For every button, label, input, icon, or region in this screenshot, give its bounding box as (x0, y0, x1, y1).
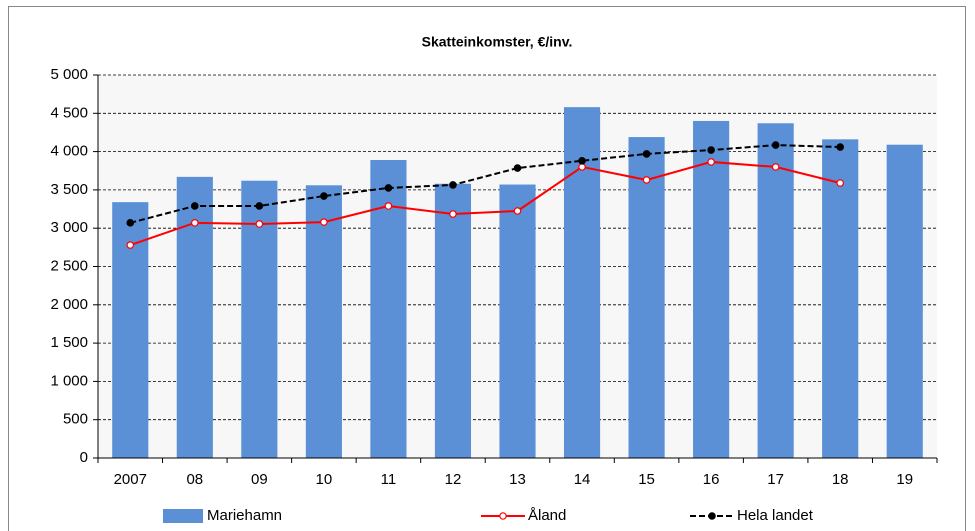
marker (320, 192, 328, 200)
marker (513, 164, 522, 172)
marker (126, 219, 135, 227)
marker (771, 163, 780, 171)
x-tick-label: 11 (381, 471, 397, 488)
y-tick-label: 3 500 (50, 181, 88, 198)
x-tick-label: 19 (896, 471, 913, 488)
marker (449, 181, 457, 189)
legend-label: Hela landet (737, 507, 814, 524)
y-tick-label: 1 000 (50, 372, 88, 389)
x-tick-label: 09 (251, 471, 268, 488)
y-tick-label: 0 (80, 449, 88, 466)
legend-label: Åland (528, 507, 566, 524)
x-tick-label: 16 (703, 471, 720, 488)
marker (642, 150, 651, 158)
marker (449, 210, 457, 218)
marker (320, 218, 328, 226)
y-tick-label: 4 500 (50, 104, 88, 121)
marker (384, 184, 393, 192)
x-tick-label: 10 (316, 471, 333, 488)
y-tick-label: 2 500 (50, 257, 88, 274)
marker (642, 176, 651, 184)
legend-swatch (163, 509, 203, 523)
marker (513, 207, 522, 215)
marker (191, 202, 199, 210)
x-tick-label: 18 (832, 471, 849, 488)
y-tick-label: 1 500 (50, 334, 88, 351)
x-tick-label: 15 (638, 471, 655, 488)
legend-label: Mariehamn (207, 507, 282, 524)
x-tick-label: 17 (767, 471, 784, 488)
marker (836, 179, 844, 187)
marker (836, 143, 844, 151)
marker (578, 156, 586, 165)
marker (771, 141, 780, 149)
y-tick-label: 500 (63, 411, 88, 428)
x-tick-label: 08 (186, 471, 203, 488)
legend-marker (499, 512, 507, 520)
y-tick-label: 4 000 (50, 143, 88, 160)
bar (628, 137, 665, 458)
chart-title: Skatteinkomster, €/inv. (422, 34, 573, 50)
bar (305, 185, 342, 458)
marker (707, 158, 715, 166)
y-tick-label: 2 000 (50, 296, 88, 313)
bar (693, 120, 730, 459)
x-tick-label: 12 (445, 471, 462, 488)
marker (255, 220, 264, 228)
legend-marker (708, 512, 716, 520)
marker (191, 219, 199, 227)
bar (822, 139, 859, 458)
marker (707, 146, 715, 154)
line (130, 144, 841, 224)
x-tick-label: 2007 (114, 471, 147, 488)
marker (255, 202, 264, 210)
bar (434, 183, 472, 458)
line (129, 160, 841, 246)
marker (126, 241, 135, 249)
x-tick-label: 14 (574, 471, 591, 488)
x-tick-label: 13 (509, 471, 526, 488)
bar (499, 184, 536, 458)
y-tick-label: 3 000 (50, 219, 88, 236)
marker (578, 163, 586, 171)
y-tick-label: 5 000 (50, 66, 88, 83)
bar (886, 144, 923, 458)
marker (384, 202, 393, 210)
bar (757, 123, 794, 459)
